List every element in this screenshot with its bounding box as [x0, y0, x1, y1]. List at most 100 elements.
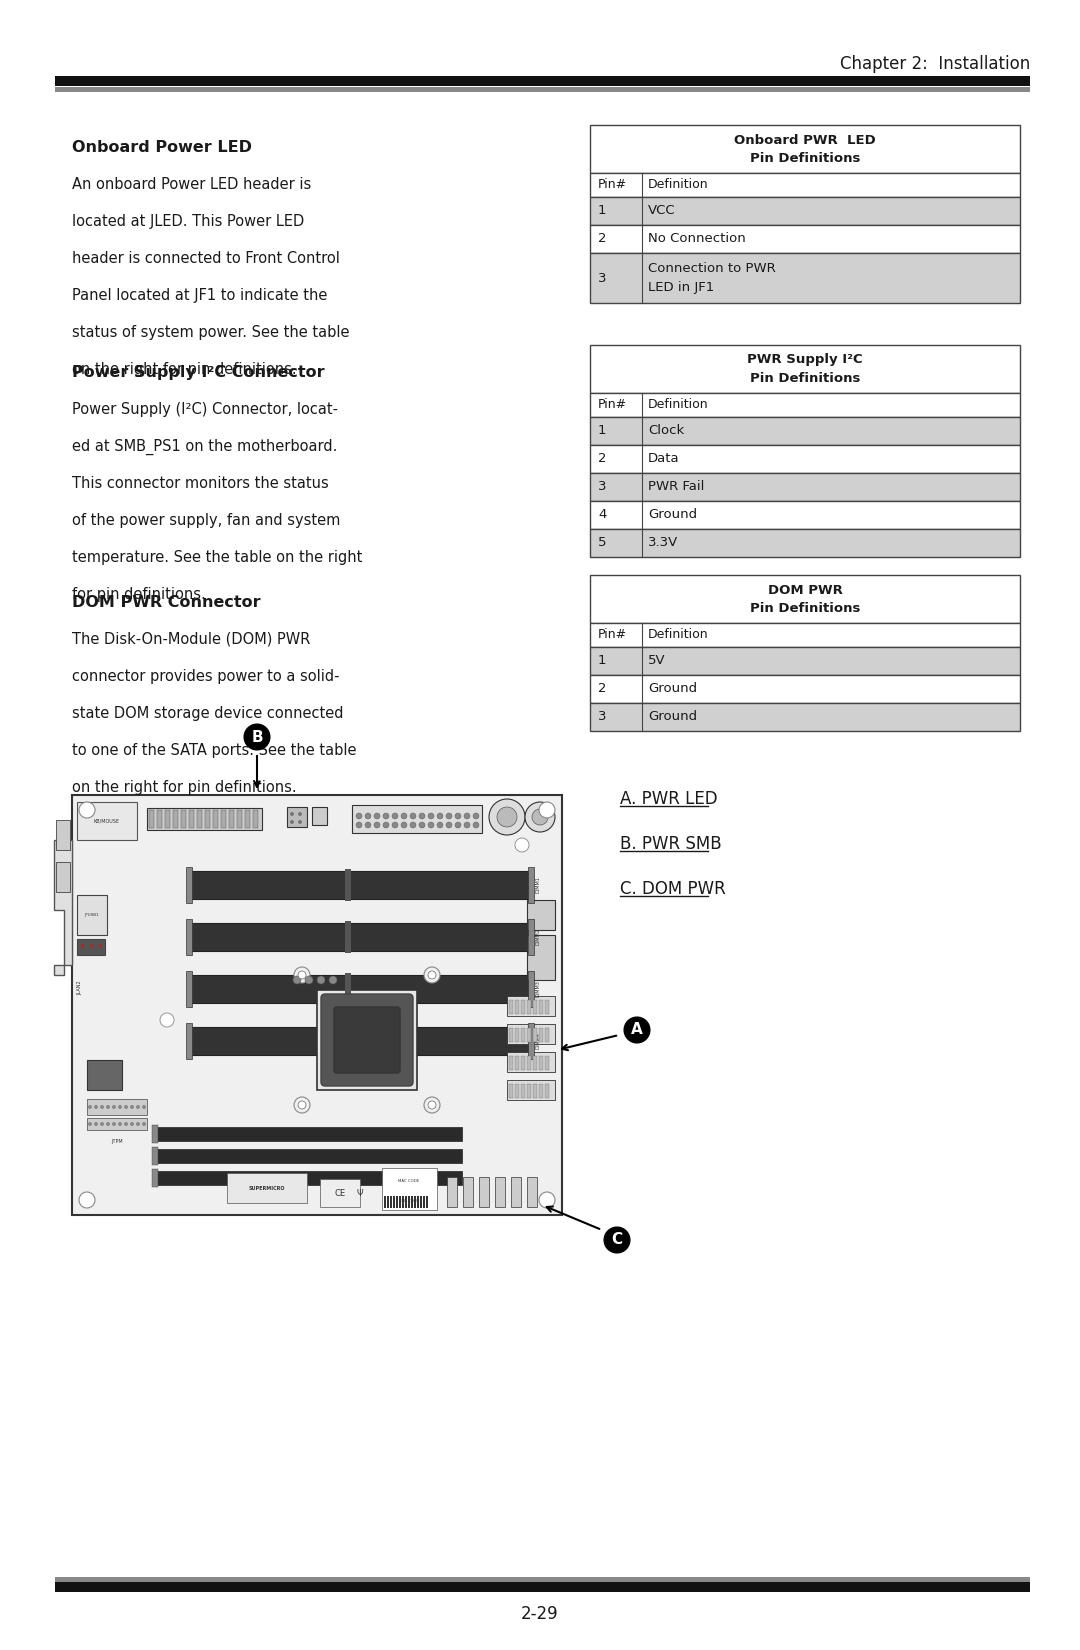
Text: 2: 2	[598, 452, 607, 465]
Bar	[590, 224, 1020, 252]
Circle shape	[539, 802, 555, 818]
Circle shape	[374, 822, 380, 828]
Bar	[411, 1196, 413, 1208]
Circle shape	[392, 813, 399, 818]
Bar	[408, 1196, 409, 1208]
Text: state DOM storage device connected: state DOM storage device connected	[72, 706, 343, 721]
Bar	[205, 810, 210, 828]
Bar	[77, 894, 107, 936]
Bar	[539, 1056, 543, 1069]
Circle shape	[294, 1097, 310, 1114]
Circle shape	[79, 1191, 95, 1208]
Bar	[423, 1196, 424, 1208]
Bar	[157, 810, 162, 828]
Bar	[149, 810, 154, 828]
Bar	[190, 922, 530, 950]
Text: PWR Fail: PWR Fail	[648, 480, 704, 493]
Text: 3: 3	[598, 272, 607, 284]
Text: Pin Definitions: Pin Definitions	[750, 602, 860, 615]
Text: to one of the SATA ports. See the table: to one of the SATA ports. See the table	[72, 742, 356, 757]
Bar	[515, 1056, 519, 1069]
Bar	[345, 1025, 351, 1058]
Bar	[245, 810, 249, 828]
Text: JPUSB1: JPUSB1	[84, 912, 99, 917]
Bar	[173, 810, 178, 828]
Circle shape	[473, 822, 480, 828]
Circle shape	[365, 813, 372, 818]
Circle shape	[424, 1097, 440, 1114]
Circle shape	[141, 1122, 146, 1125]
Bar	[509, 1000, 513, 1015]
Circle shape	[298, 1101, 306, 1109]
Bar	[590, 703, 1020, 731]
Bar	[152, 1127, 462, 1142]
Text: 4: 4	[598, 508, 606, 521]
Bar	[590, 393, 1020, 417]
Circle shape	[79, 802, 95, 818]
Bar	[528, 919, 534, 955]
Text: of the power supply, fan and system: of the power supply, fan and system	[72, 513, 340, 528]
Circle shape	[428, 970, 436, 978]
Text: B: B	[252, 729, 262, 744]
Bar	[509, 1028, 513, 1043]
Circle shape	[539, 1191, 555, 1208]
Text: Pin#: Pin#	[598, 629, 627, 642]
Circle shape	[365, 822, 372, 828]
Circle shape	[100, 1122, 104, 1125]
Text: MAC CODE: MAC CODE	[399, 1180, 420, 1183]
Bar	[405, 1196, 406, 1208]
Bar	[352, 805, 482, 833]
Bar	[545, 1084, 549, 1097]
Bar	[165, 810, 170, 828]
Text: VCC: VCC	[648, 205, 676, 218]
Text: 1: 1	[598, 205, 607, 218]
Text: Pin Definitions: Pin Definitions	[750, 152, 860, 165]
Bar	[55, 1582, 1030, 1592]
Bar	[152, 1147, 158, 1165]
Text: on the right for pin definitions.: on the right for pin definitions.	[72, 780, 297, 795]
Text: A. PWR LED: A. PWR LED	[620, 790, 717, 808]
Text: DIMM2: DIMM2	[536, 929, 541, 945]
Circle shape	[294, 967, 310, 983]
Bar	[590, 502, 1020, 530]
Text: C: C	[611, 1233, 622, 1247]
Bar	[186, 866, 192, 903]
Bar	[590, 173, 1020, 196]
Bar	[387, 1196, 389, 1208]
Bar	[253, 810, 258, 828]
Circle shape	[428, 813, 434, 818]
Text: DOM PWR Connector: DOM PWR Connector	[72, 596, 260, 610]
Text: on the right for pin definitions.: on the right for pin definitions.	[72, 361, 297, 376]
Circle shape	[298, 820, 302, 823]
Circle shape	[455, 822, 461, 828]
Bar	[152, 1172, 462, 1185]
Bar	[509, 1084, 513, 1097]
FancyBboxPatch shape	[334, 1006, 400, 1072]
Text: 3.3V: 3.3V	[648, 536, 678, 549]
Circle shape	[489, 799, 525, 835]
Circle shape	[428, 822, 434, 828]
Bar	[87, 1119, 147, 1130]
Bar	[318, 990, 417, 1091]
Circle shape	[446, 822, 453, 828]
Text: 5: 5	[598, 536, 607, 549]
Bar	[534, 1028, 537, 1043]
Bar	[345, 870, 351, 901]
Circle shape	[160, 1013, 174, 1026]
Circle shape	[291, 820, 294, 823]
Text: header is connected to Front Control: header is connected to Front Control	[72, 251, 340, 266]
Bar	[480, 1176, 489, 1208]
Bar	[463, 1176, 473, 1208]
Circle shape	[356, 822, 362, 828]
Text: No Connection: No Connection	[648, 233, 746, 246]
Bar	[545, 1028, 549, 1043]
Bar	[590, 417, 1020, 446]
Text: Ψ: Ψ	[356, 1188, 363, 1198]
Bar	[534, 1000, 537, 1015]
Bar	[521, 1000, 525, 1015]
Circle shape	[130, 1122, 134, 1125]
Text: 8: 8	[90, 944, 93, 949]
Bar	[590, 624, 1020, 647]
Bar	[515, 1028, 519, 1043]
Bar	[527, 1028, 531, 1043]
